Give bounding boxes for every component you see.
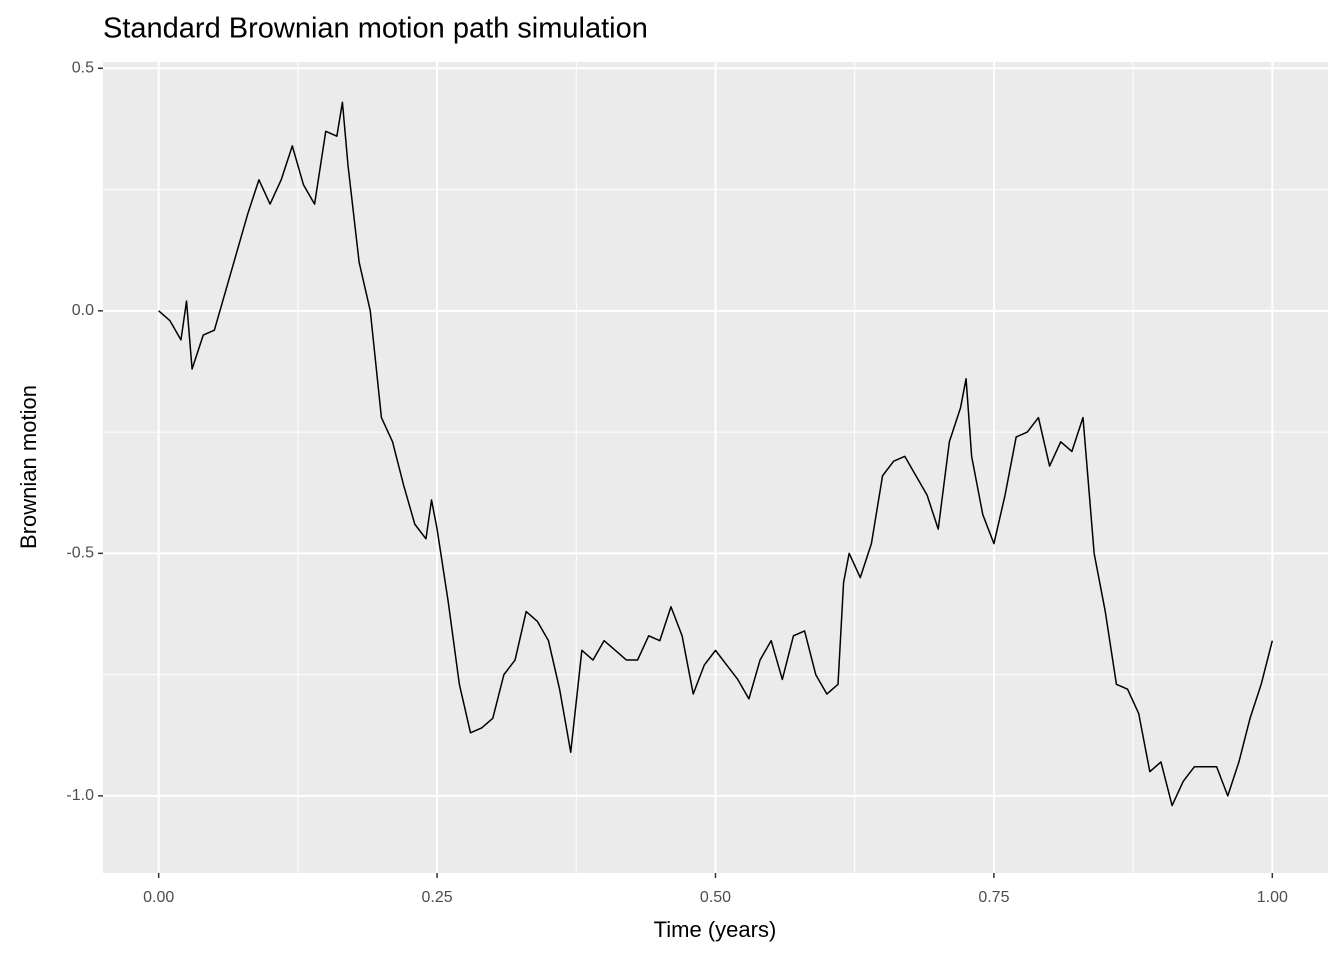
y-tick-label: 0.0 [72, 302, 94, 319]
x-tick-label: 1.00 [1257, 889, 1288, 906]
line [158, 101, 1274, 807]
x-tick-label: 0.50 [700, 889, 731, 906]
x-axis-title: Time (years) [654, 917, 777, 942]
x-tick-label: 0.25 [422, 889, 453, 906]
y-tick-label: -0.5 [66, 545, 94, 562]
x-tick-label: 0.75 [978, 889, 1009, 906]
chart-title: Standard Brownian motion path simulation [103, 13, 648, 45]
y-axis-title: Brownian motion [16, 385, 41, 549]
y-tick-label: 0.5 [72, 60, 94, 77]
x-tick-label: 0.00 [143, 889, 174, 906]
y-tick-label: -1.0 [66, 787, 94, 804]
